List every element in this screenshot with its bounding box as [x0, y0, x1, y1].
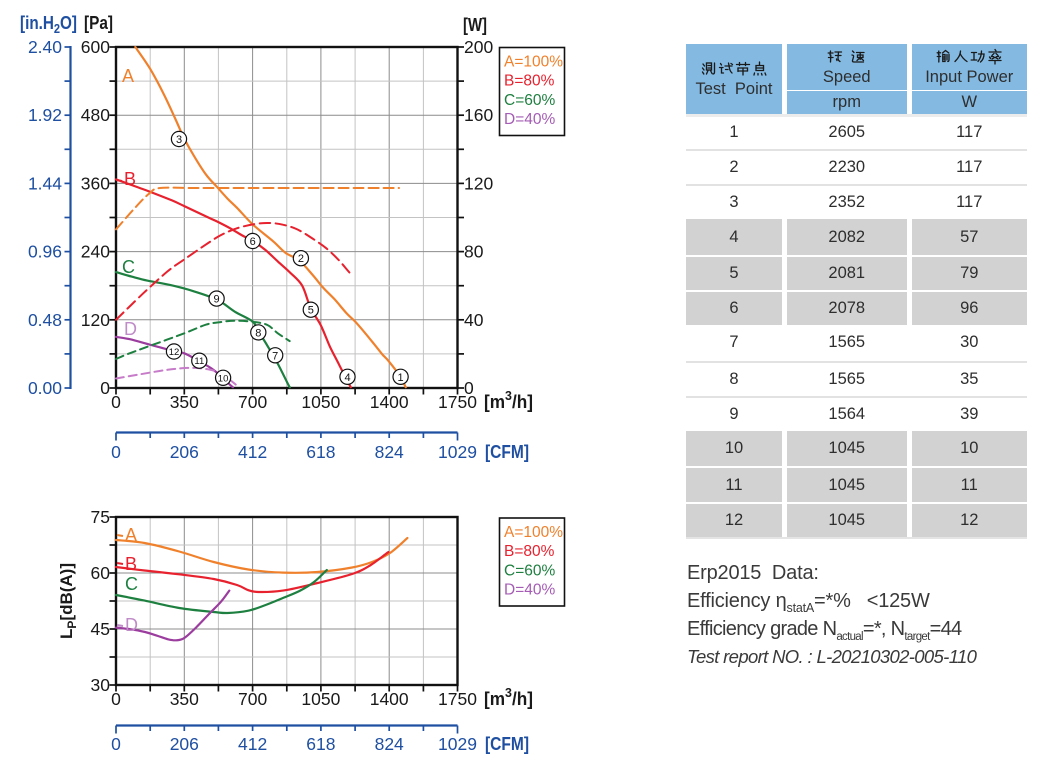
- svg-text:350: 350: [170, 689, 199, 709]
- svg-text:40: 40: [464, 310, 484, 330]
- svg-text:206: 206: [170, 442, 199, 462]
- svg-text:700: 700: [238, 392, 267, 412]
- svg-text:240: 240: [81, 242, 110, 262]
- svg-text:A=100%: A=100%: [504, 524, 563, 541]
- svg-text:0: 0: [111, 442, 121, 462]
- svg-text:A: A: [122, 66, 134, 86]
- svg-text:1: 1: [398, 372, 404, 384]
- svg-text:8: 8: [255, 327, 261, 339]
- svg-text:0: 0: [111, 734, 121, 754]
- svg-text:[W]: [W]: [463, 15, 487, 35]
- svg-text:12: 12: [169, 347, 180, 358]
- svg-text:LP[dB(A)]: LP[dB(A)]: [57, 563, 79, 639]
- svg-text:[CFM]: [CFM]: [485, 734, 529, 754]
- svg-text:C: C: [125, 574, 138, 594]
- svg-text:412: 412: [238, 734, 267, 754]
- svg-text:0: 0: [111, 392, 121, 412]
- svg-text:480: 480: [81, 105, 110, 125]
- svg-text:[m3/h]: [m3/h]: [484, 685, 533, 709]
- svg-text:120: 120: [464, 173, 493, 193]
- svg-text:0.48: 0.48: [28, 310, 62, 330]
- svg-text:60: 60: [91, 563, 111, 583]
- svg-text:1750: 1750: [438, 392, 477, 412]
- svg-text:D=40%: D=40%: [504, 111, 555, 128]
- svg-text:6: 6: [250, 236, 256, 248]
- svg-text:618: 618: [306, 734, 335, 754]
- svg-text:C: C: [122, 257, 135, 277]
- svg-text:D: D: [125, 615, 138, 635]
- svg-text:4: 4: [344, 372, 350, 384]
- svg-text:B: B: [125, 554, 137, 574]
- svg-text:3: 3: [176, 134, 182, 146]
- svg-text:A=100%: A=100%: [504, 54, 563, 71]
- svg-text:1050: 1050: [301, 689, 340, 709]
- svg-text:30: 30: [91, 675, 111, 695]
- svg-text:206: 206: [170, 734, 199, 754]
- svg-text:[m3/h]: [m3/h]: [484, 388, 533, 412]
- svg-text:80: 80: [464, 242, 484, 262]
- svg-text:0.96: 0.96: [28, 242, 62, 262]
- svg-text:0: 0: [464, 378, 474, 398]
- svg-text:350: 350: [170, 392, 199, 412]
- svg-text:1029: 1029: [438, 734, 477, 754]
- svg-text:1.44: 1.44: [28, 173, 62, 193]
- svg-text:412: 412: [238, 442, 267, 462]
- svg-text:600: 600: [81, 37, 110, 57]
- svg-text:D=40%: D=40%: [504, 582, 555, 599]
- svg-text:B=80%: B=80%: [504, 73, 555, 90]
- svg-text:10: 10: [218, 373, 229, 384]
- svg-text:360: 360: [81, 173, 110, 193]
- svg-text:45: 45: [91, 619, 110, 639]
- svg-text:200: 200: [464, 37, 493, 57]
- svg-text:2: 2: [298, 253, 304, 265]
- svg-text:[Pa]: [Pa]: [84, 13, 113, 33]
- svg-text:9: 9: [214, 294, 220, 306]
- svg-text:5: 5: [308, 305, 314, 317]
- svg-text:2.40: 2.40: [28, 37, 62, 57]
- svg-text:1.92: 1.92: [28, 105, 62, 125]
- svg-text:11: 11: [194, 356, 204, 367]
- svg-text:75: 75: [91, 507, 110, 527]
- svg-text:1050: 1050: [301, 392, 340, 412]
- svg-text:[CFM]: [CFM]: [485, 442, 529, 462]
- svg-text:B=80%: B=80%: [504, 543, 555, 560]
- svg-text:D: D: [124, 319, 137, 339]
- svg-text:1750: 1750: [438, 689, 477, 709]
- svg-text:C=60%: C=60%: [504, 92, 555, 109]
- svg-text:A: A: [125, 525, 137, 545]
- svg-text:618: 618: [306, 442, 335, 462]
- svg-text:0: 0: [100, 378, 110, 398]
- svg-text:0: 0: [111, 689, 121, 709]
- svg-text:7: 7: [272, 350, 278, 362]
- svg-text:700: 700: [238, 689, 267, 709]
- svg-text:C=60%: C=60%: [504, 562, 555, 579]
- svg-text:[in.H2O]: [in.H2O]: [20, 13, 77, 36]
- svg-text:824: 824: [375, 734, 404, 754]
- svg-text:B: B: [124, 169, 136, 189]
- svg-text:160: 160: [464, 105, 493, 125]
- svg-text:824: 824: [375, 442, 404, 462]
- svg-text:1400: 1400: [370, 392, 409, 412]
- svg-text:120: 120: [81, 310, 110, 330]
- svg-text:1400: 1400: [370, 689, 409, 709]
- svg-text:1029: 1029: [438, 442, 477, 462]
- svg-text:0.00: 0.00: [28, 378, 62, 398]
